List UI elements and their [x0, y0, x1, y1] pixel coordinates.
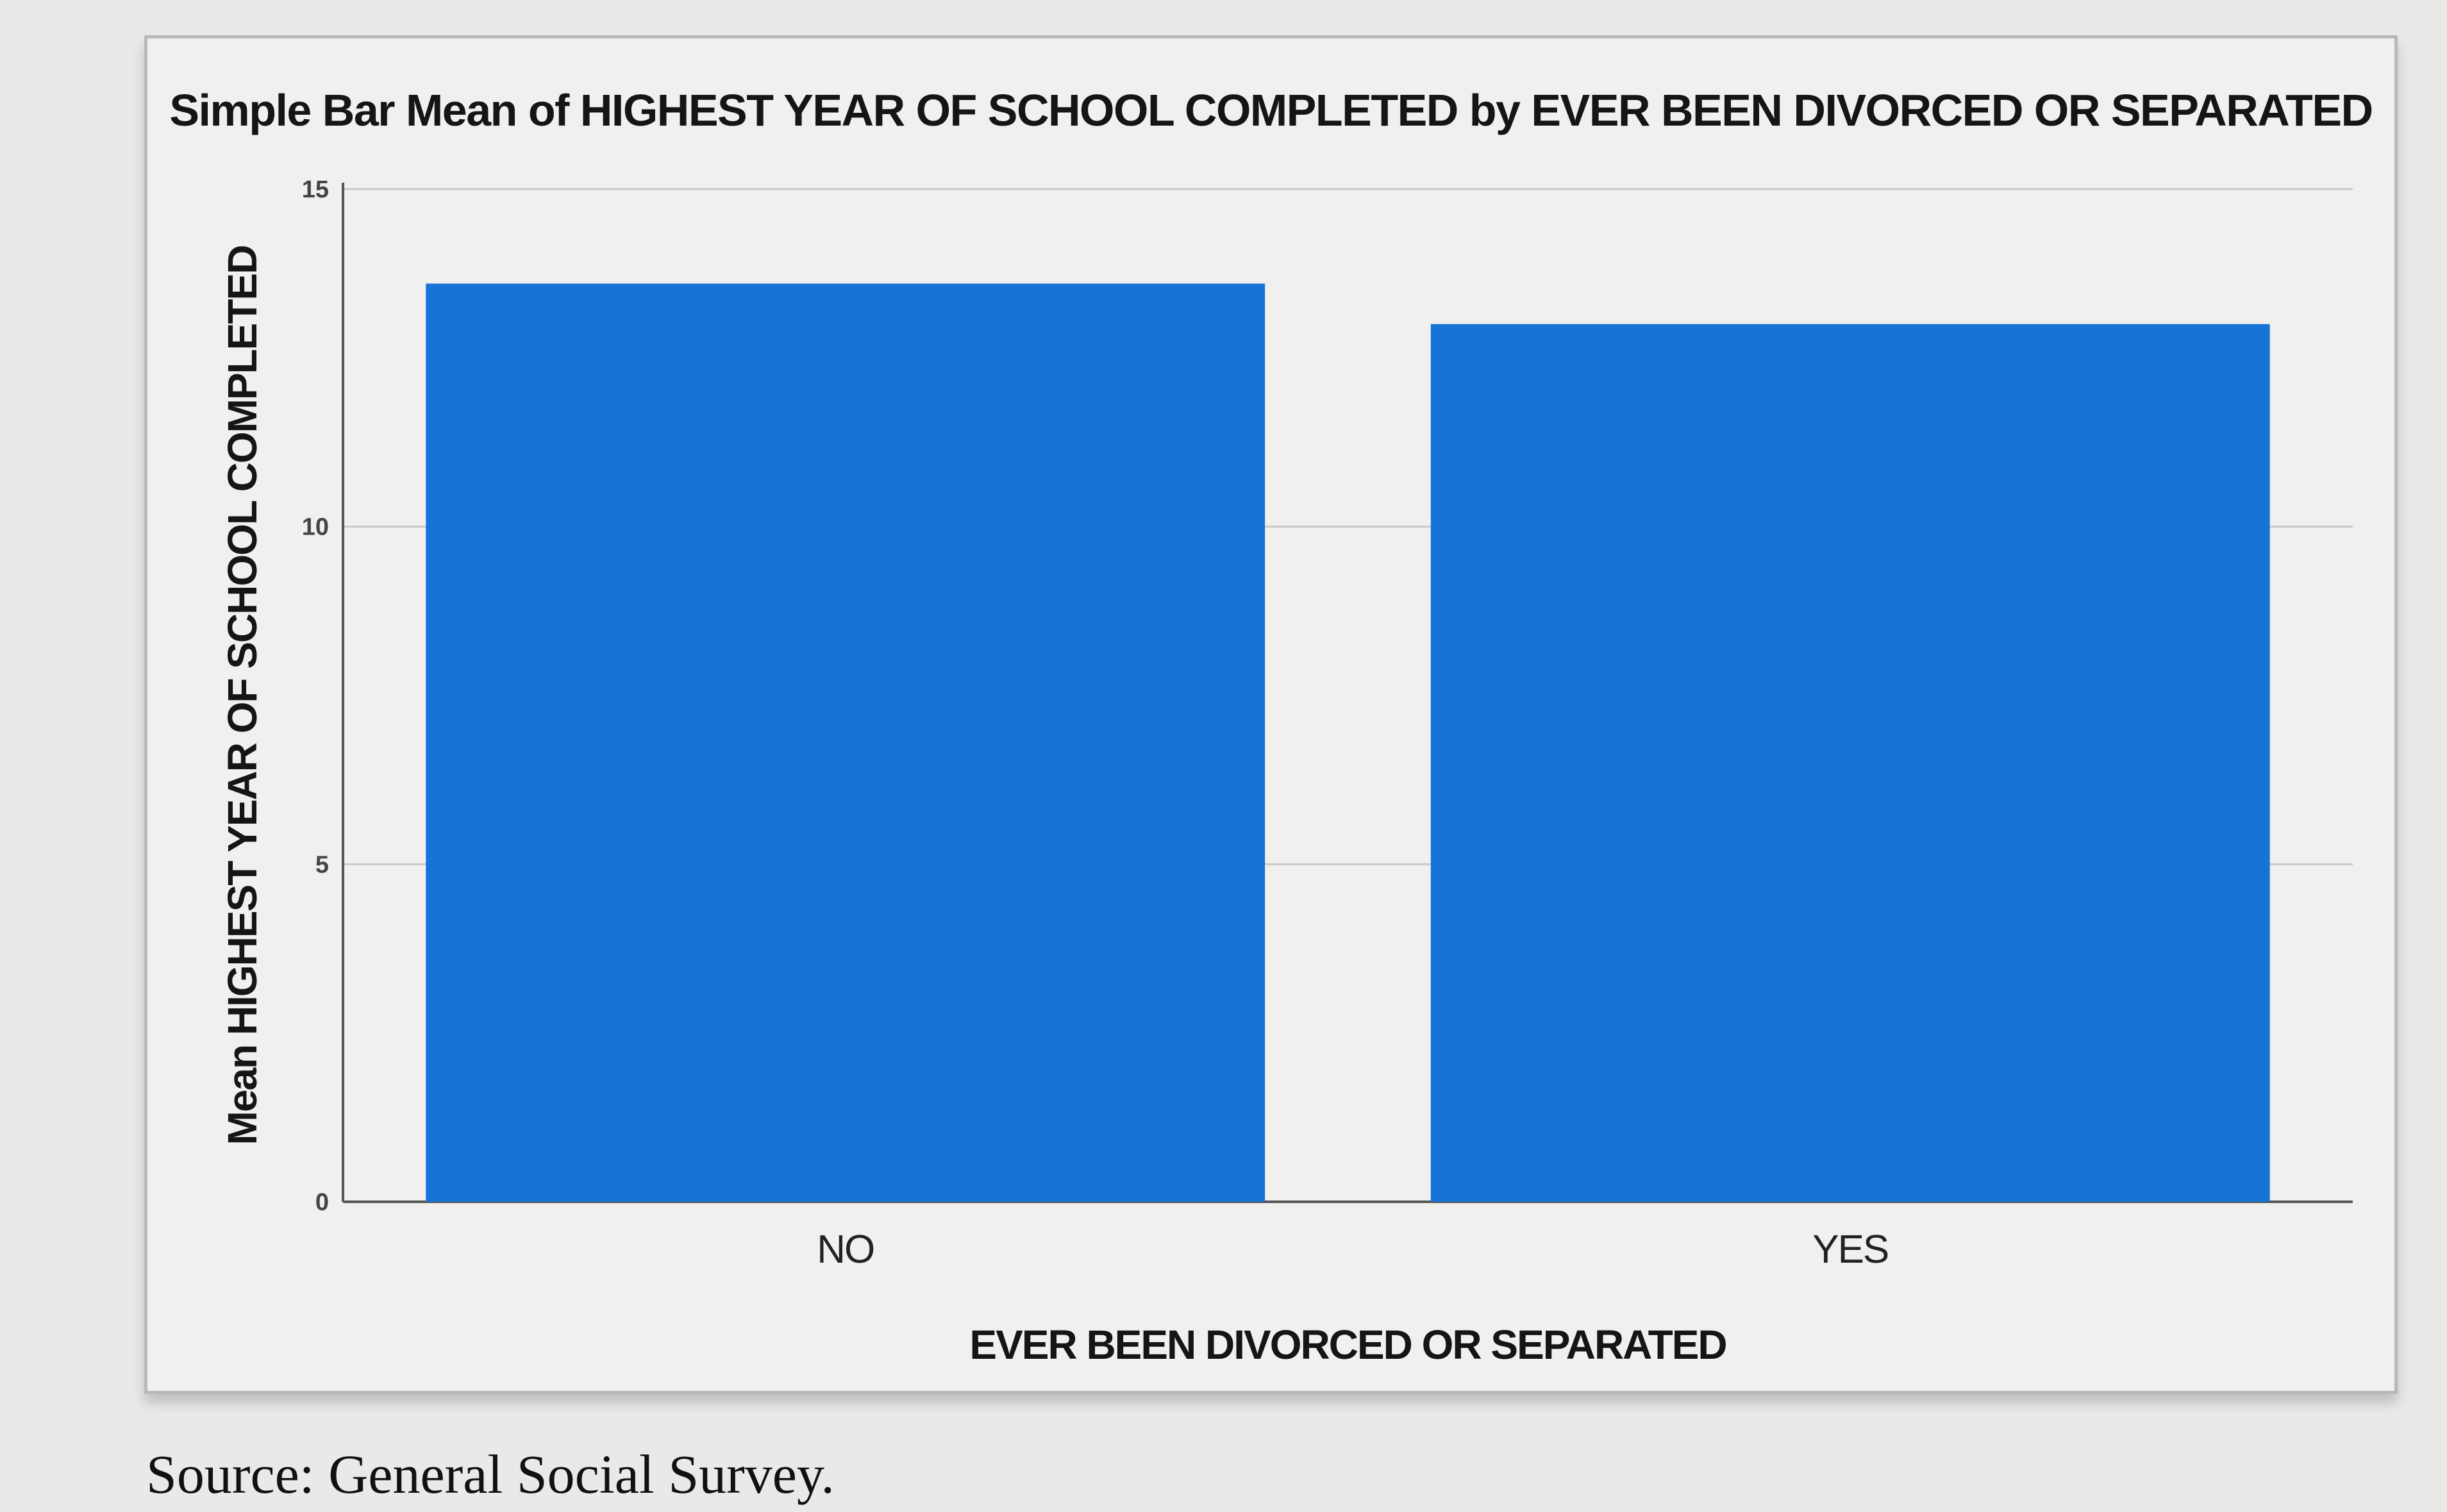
y-axis-title: Mean HIGHEST YEAR OF SCHOOL COMPLETED	[219, 246, 265, 1145]
x-axis-title: EVER BEEN DIVORCED OR SEPARATED	[969, 1322, 1726, 1368]
bar-chart: 0 5 10 15 NO YES EVER BEEN DIVORCED OR SEPARAT…	[219, 176, 2353, 1368]
chart-title: Simple Bar Mean of HIGHEST YEAR OF SCHOO…	[169, 85, 2373, 135]
chart-panel: Simple Bar Mean of HIGHEST YEAR OF SCHOO…	[144, 35, 2398, 1394]
y-tick-label-1: 5	[315, 851, 329, 878]
source-note: Source: General Social Survey.	[146, 1443, 835, 1505]
y-tick-label-2: 10	[302, 514, 329, 541]
bar-no	[426, 283, 1265, 1202]
y-tick-label-3: 15	[302, 176, 329, 203]
bar-yes	[1430, 324, 2270, 1202]
y-tick-label-0: 0	[315, 1189, 329, 1216]
x-tick-label-no: NO	[817, 1227, 874, 1272]
x-tick-label-yes: YES	[1812, 1227, 1888, 1272]
